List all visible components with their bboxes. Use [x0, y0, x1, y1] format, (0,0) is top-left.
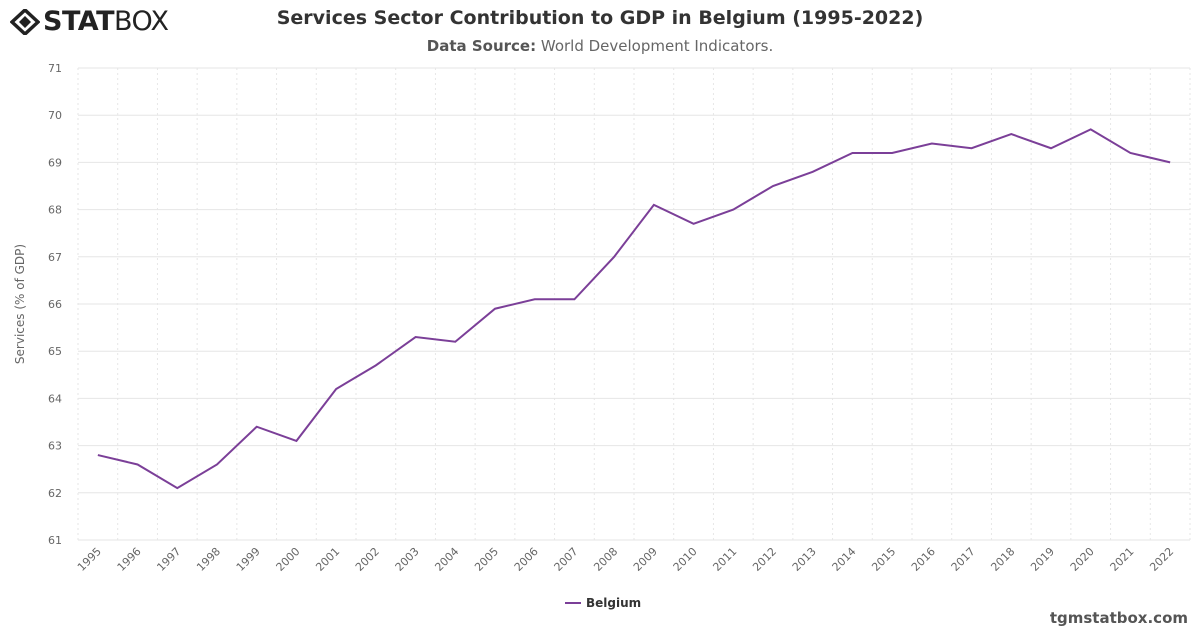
y-tick-label: 70 [48, 109, 62, 122]
x-tick-label: 2001 [313, 545, 342, 574]
x-tick-label: 1996 [115, 545, 144, 574]
x-tick-label: 2019 [1028, 545, 1057, 574]
y-tick-label: 69 [48, 156, 62, 169]
x-tick-label: 2007 [552, 545, 581, 574]
logo-diamond-icon [10, 8, 40, 35]
y-tick-label: 65 [48, 345, 62, 358]
x-tick-label: 2017 [949, 545, 978, 574]
x-tick-label: 2021 [1108, 545, 1137, 574]
y-tick-label: 71 [48, 62, 62, 75]
x-tick-label: 1998 [194, 545, 223, 574]
source-label: Data Source: [426, 37, 537, 55]
x-tick-label: 2006 [512, 545, 541, 574]
x-tick-label: 2000 [274, 545, 303, 574]
x-tick-label: 2022 [1147, 545, 1176, 574]
x-tick-label: 2018 [988, 545, 1017, 574]
series-line-belgium [97, 128, 1171, 490]
footer-site: tgmstatbox.com [1049, 609, 1188, 627]
legend-label: Belgium [586, 596, 641, 610]
chart-title: Services Sector Contribution to GDP in B… [276, 7, 924, 29]
x-tick-label: 2014 [830, 545, 859, 574]
source-value: World Development Indicators. [540, 37, 774, 55]
logo-text-light: BOX [113, 6, 169, 37]
y-tick-label: 61 [48, 534, 62, 547]
x-tick-label: 1999 [234, 545, 263, 574]
x-tick-label: 2012 [750, 545, 779, 574]
x-tick-label: 2003 [393, 545, 422, 574]
x-tick-label: 1995 [75, 545, 104, 574]
x-tick-label: 2004 [432, 545, 461, 574]
x-tick-label: 2020 [1068, 545, 1097, 574]
y-tick-label: 63 [48, 440, 62, 453]
x-tick-label: 2008 [591, 545, 620, 574]
x-tick-label: 2016 [909, 545, 938, 574]
statbox-logo: STAT BOX [10, 6, 169, 37]
x-tick-label: 2002 [353, 545, 382, 574]
x-tick-label: 2011 [710, 545, 739, 574]
logo-text-bold: STAT [43, 6, 114, 37]
x-tick-label: 1997 [154, 545, 183, 574]
y-tick-label: 67 [48, 251, 62, 264]
y-tick-label: 64 [48, 392, 62, 405]
x-tick-label: 2005 [472, 545, 501, 574]
x-tick-label: 2010 [671, 545, 700, 574]
x-tick-label: 2015 [869, 545, 898, 574]
x-tick-label: 2009 [631, 545, 660, 574]
x-tick-label: 2013 [790, 545, 819, 574]
chart-subtitle: Data Source: World Development Indicator… [0, 37, 1200, 55]
y-axis-label: Services (% of GDP) [13, 244, 27, 364]
y-tick-label: 68 [48, 204, 62, 217]
y-tick-label: 66 [48, 298, 62, 311]
y-tick-label: 62 [48, 487, 62, 500]
